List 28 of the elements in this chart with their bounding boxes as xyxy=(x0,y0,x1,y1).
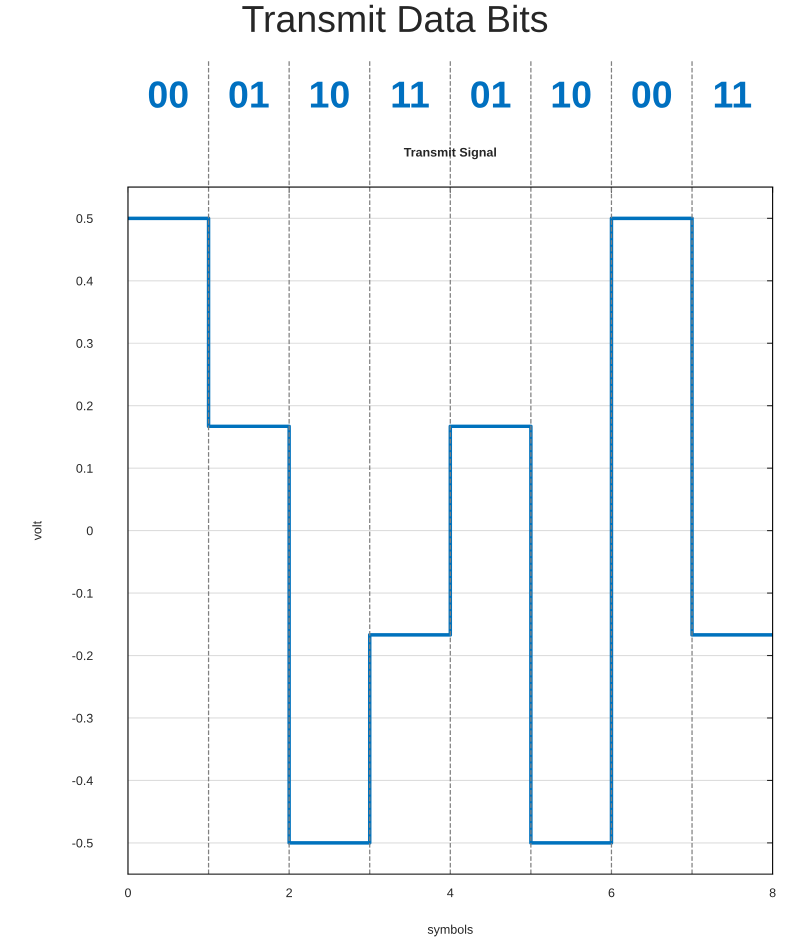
y-tick-label: 0.2 xyxy=(76,402,93,410)
x-axis-title: symbols xyxy=(428,924,473,936)
text: 10 xyxy=(310,81,349,108)
y-tick-label: -0.4 xyxy=(72,776,93,786)
y-tick-label: 0 xyxy=(86,526,93,536)
x-tick-label: 2 xyxy=(286,888,292,898)
y-tick-label: -0.1 xyxy=(72,588,93,598)
y-axis-title: volt xyxy=(32,520,42,540)
chart-title: Transmit Data Bits xyxy=(242,4,548,32)
y-tick-label: 0.4 xyxy=(76,276,93,286)
y-tick-label: -0.2 xyxy=(72,651,93,660)
x-tick-label: 0 xyxy=(124,888,131,898)
y-tick-label: 0.3 xyxy=(76,339,93,348)
chart-subtitle: Transmit Signal xyxy=(404,147,496,160)
x-tick-label: 6 xyxy=(608,888,614,898)
text: 01 xyxy=(471,81,510,108)
x-tick-label: 8 xyxy=(770,888,776,898)
y-tick-label: -0.3 xyxy=(72,714,93,723)
x-tick-label: 4 xyxy=(447,888,454,898)
text: 10 xyxy=(552,81,590,108)
y-tick-label: -0.5 xyxy=(72,838,93,848)
y-tick-label: 0.5 xyxy=(76,214,93,223)
text: 00 xyxy=(148,81,188,108)
text: 11 xyxy=(392,82,429,108)
y-tick-label: 0.1 xyxy=(76,464,93,473)
text: 00 xyxy=(632,81,672,108)
text: 01 xyxy=(229,81,269,108)
text: 11 xyxy=(714,82,752,108)
